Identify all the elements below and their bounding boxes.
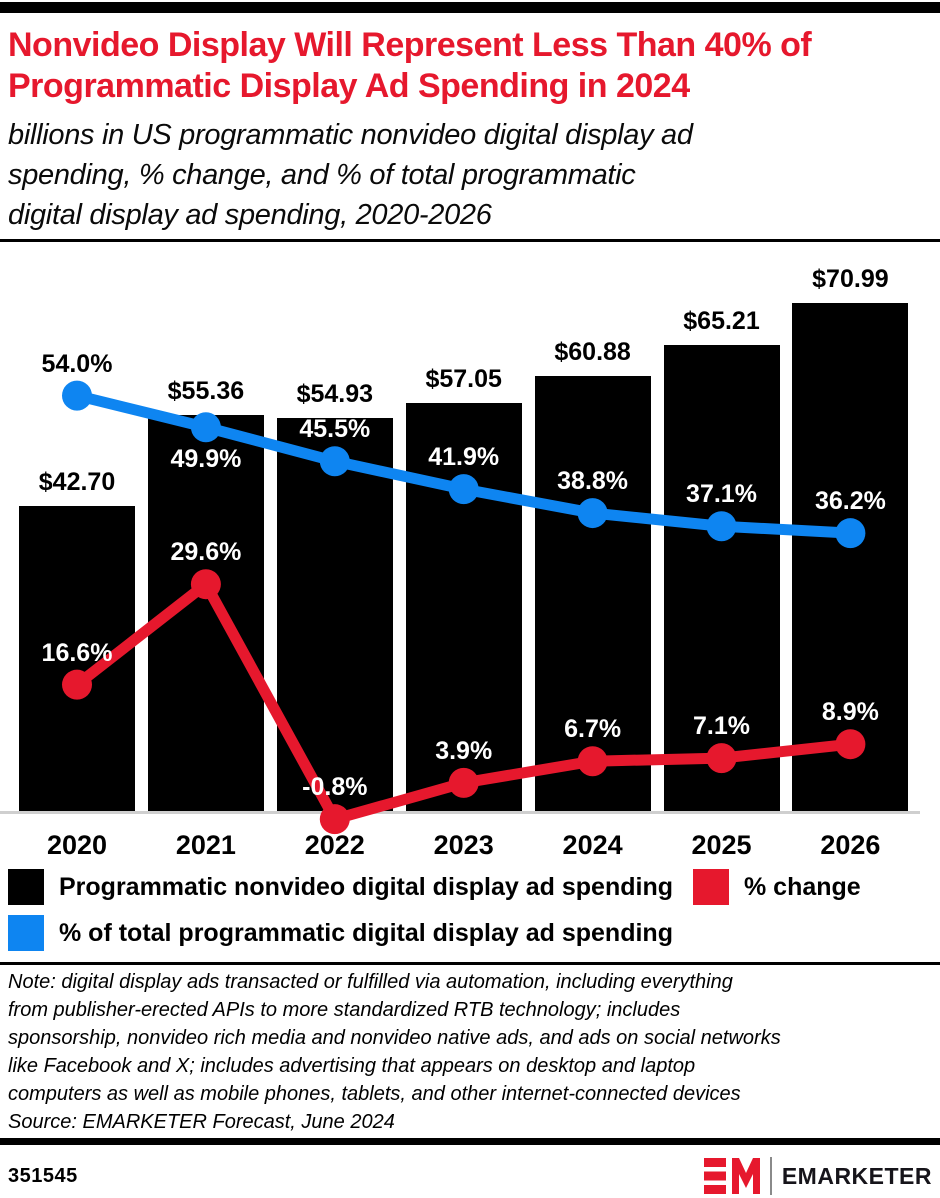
- note-text: Note: digital display ads transacted or …: [0, 965, 940, 1108]
- chart-legend: Programmatic nonvideo digital display ad…: [0, 860, 940, 952]
- legend-swatch-red: [693, 869, 729, 905]
- legend-row-1: Programmatic nonvideo digital display ad…: [8, 868, 932, 906]
- pct-change-point-2021: [190, 569, 221, 600]
- x-axis-label-2022: 2022: [304, 830, 365, 860]
- source-text: Source: EMARKETER Forecast, June 2024: [8, 1111, 395, 1133]
- x-axis-label-2026: 2026: [820, 830, 881, 860]
- pct-of-total-label-2021: 49.9%: [170, 445, 242, 474]
- pct-of-total-label-2025: 37.1%: [686, 480, 757, 509]
- footer-divider-bar: [0, 1138, 940, 1145]
- pct-of-total-point-2022: [319, 446, 350, 477]
- line-series-overlay: [62, 380, 866, 835]
- pct-change-point-2023: [448, 767, 479, 798]
- top-accent-bar: [0, 2, 940, 13]
- bar-value-label-2025: $65.21: [683, 306, 760, 335]
- note-divider-line: [0, 962, 940, 965]
- bar-value-label-2022: $54.93: [296, 380, 374, 409]
- pct-change-point-2025: [706, 743, 737, 774]
- pct-change-label-2024: 6.7%: [564, 715, 622, 744]
- legend-item-pct-of-total: % of total programmatic digital display …: [8, 915, 673, 951]
- pct-of-total-point-2020: [62, 380, 92, 411]
- pct-of-total-label-2022: 45.5%: [299, 415, 371, 444]
- legend-label-pct-of-total: % of total programmatic digital display …: [59, 918, 673, 947]
- pct-of-total-label-2026: 36.2%: [814, 487, 886, 516]
- x-axis-label-2021: 2021: [175, 830, 236, 860]
- x-axis-label-2024: 2024: [562, 830, 623, 860]
- pct-of-total-label-2023: 41.9%: [428, 443, 500, 472]
- x-axis-label-2020: 2020: [46, 830, 108, 860]
- pct-of-total-label-2024: 38.8%: [557, 467, 629, 496]
- bar-value-label-2024: $60.88: [554, 337, 631, 366]
- pct-of-total-label-2020: 54.0%: [41, 349, 113, 378]
- page-title-line1: Nonvideo Display Will Represent Less Tha…: [8, 26, 812, 64]
- note-line2: from publisher-erected APIs to more stan…: [8, 999, 681, 1021]
- pct-of-total-point-2024: [577, 498, 608, 529]
- pct-change-label-2021: 29.6%: [170, 538, 242, 567]
- header-divider-line: [0, 239, 940, 242]
- legend-item-pct-change: % change: [693, 869, 861, 905]
- footer: 351545 EMARKETER: [0, 1145, 940, 1195]
- page-title-line2: Programmatic Display Ad Spending in 2024: [8, 67, 690, 105]
- pct-change-label-2025: 7.1%: [693, 712, 750, 741]
- emarketer-logo: EMARKETER: [703, 1157, 932, 1195]
- bar-value-label-2020: $42.70: [38, 468, 116, 497]
- legend-row-2: % of total programmatic digital display …: [8, 914, 932, 952]
- pct-change-label-2023: 3.9%: [435, 736, 493, 765]
- bar-2023: [405, 403, 522, 813]
- legend-swatch-black: [8, 869, 44, 905]
- pct-change-point-2024: [577, 746, 608, 777]
- pct-change-label-2022: -0.8%: [302, 773, 368, 802]
- chart-subtitle-line2: spending, % change, and % of total progr…: [8, 159, 636, 191]
- em-logo-mark: [703, 1158, 760, 1194]
- bar-value-label-2021: $55.36: [167, 377, 245, 406]
- note-line1: Note: digital display ads transacted or …: [8, 971, 733, 993]
- chart-subtitle: billions in US programmatic nonvideo dig…: [8, 115, 932, 235]
- note-line5: computers as well as mobile phones, tabl…: [8, 1083, 741, 1105]
- note-line4: like Facebook and X; includes advertisin…: [8, 1055, 696, 1077]
- pct-of-total-point-2021: [190, 412, 221, 443]
- legend-label-pct-change: % change: [744, 872, 861, 901]
- bar-2025: [663, 344, 780, 813]
- pct-change-point-2022: [319, 804, 350, 835]
- pct-change-label-2026: 8.9%: [821, 698, 879, 727]
- note-line3: sponsorship, nonvideo rich media and non…: [8, 1027, 781, 1049]
- pct-of-total-point-2026: [835, 518, 866, 549]
- x-axis-label-2025: 2025: [691, 830, 752, 860]
- pct-change-point-2026: [835, 729, 866, 760]
- brand-name: EMARKETER: [781, 1162, 932, 1189]
- chart-subtitle-line1: billions in US programmatic nonvideo dig…: [8, 119, 693, 151]
- logo-separator: [769, 1157, 772, 1195]
- bar-value-label-2026: $70.99: [812, 265, 889, 293]
- legend-label-bar-spending: Programmatic nonvideo digital display ad…: [59, 872, 673, 901]
- bar-value-label-2023: $57.05: [425, 365, 502, 394]
- pct-of-total-point-2023: [448, 474, 479, 505]
- x-axis-baseline: [0, 811, 920, 814]
- pct-of-total-point-2025: [706, 511, 737, 542]
- chart-id: 351545: [8, 1164, 78, 1187]
- bar-2024: [534, 375, 651, 813]
- chart-subtitle-line3: digital display ad spending, 2020-2026: [8, 199, 492, 231]
- page-title: Nonvideo Display Will Represent Less Tha…: [8, 25, 932, 107]
- bar-2026: [792, 303, 909, 813]
- legend-item-bar-spending: Programmatic nonvideo digital display ad…: [8, 869, 693, 905]
- chart-header: Nonvideo Display Will Represent Less Tha…: [0, 13, 940, 235]
- chart-canvas: $42.70 2020 $55.36 2021 $54.93 2022 $57.05 2023…: [0, 242, 940, 860]
- pct-change-label-2020: 16.6%: [41, 638, 113, 667]
- legend-swatch-blue: [8, 915, 44, 951]
- pct-change-point-2020: [62, 669, 92, 700]
- x-axis-label-2023: 2023: [433, 830, 494, 860]
